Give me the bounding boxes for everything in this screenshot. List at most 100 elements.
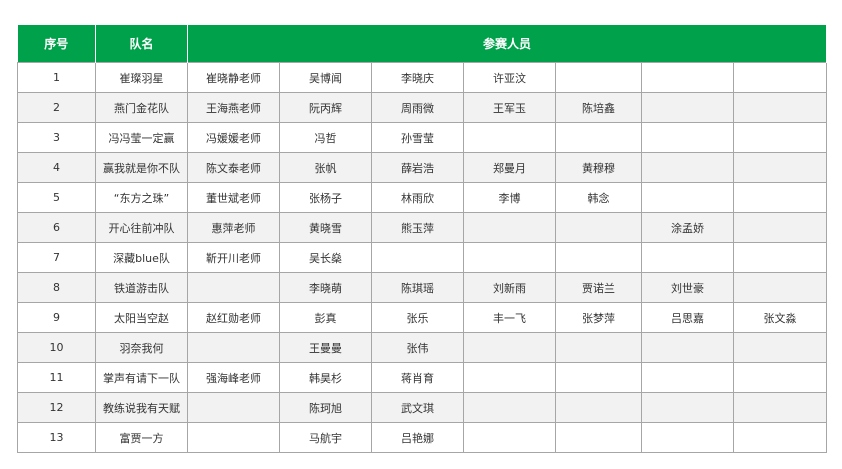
seq-cell: 9	[17, 302, 96, 333]
member-cell: 张伟	[371, 332, 464, 363]
member-cell	[732, 272, 828, 303]
member-cell: 李晓庆	[371, 62, 464, 93]
member-cell	[555, 62, 642, 93]
member-cell	[187, 272, 280, 303]
table-row: 3 冯冯莹一定赢 冯媛媛老师 冯哲 孙雪莹	[17, 122, 828, 153]
member-cell	[187, 422, 280, 453]
member-cell	[371, 242, 464, 273]
seq-cell: 3	[17, 122, 96, 153]
member-cell: 薛岩浩	[371, 152, 464, 183]
member-cell	[641, 242, 734, 273]
member-cell: 吴博闻	[279, 62, 372, 93]
member-cell	[187, 392, 280, 423]
team-cell: 崔璨羽星	[95, 62, 188, 93]
member-cell: 熊玉萍	[371, 212, 464, 243]
member-cell: 蒋肖育	[371, 362, 464, 393]
table-row: 5 “东方之珠” 董世斌老师 张杨子 林雨欣 李博 韩念	[17, 182, 828, 213]
member-cell	[463, 122, 556, 153]
member-cell	[463, 422, 556, 453]
table-row: 13 富贾一方 马航宇 吕艳娜	[17, 422, 828, 453]
member-cell: 黄晓雪	[279, 212, 372, 243]
header-members: 参赛人员	[186, 25, 828, 63]
member-cell	[641, 122, 734, 153]
table-row: 1 崔璨羽星 崔晓静老师 吴博闻 李晓庆 许亚汶	[17, 62, 828, 93]
member-cell: 马航宇	[279, 422, 372, 453]
member-cell	[555, 422, 642, 453]
table-row: 8 铁道游击队 李晓萌 陈琪瑶 刘新雨 贾诺兰 刘世豪	[17, 272, 828, 303]
member-cell: 丰一飞	[463, 302, 556, 333]
table-row: 2 燕门金花队 王海燕老师 阮丙辉 周雨微 王军玉 陈培鑫	[17, 92, 828, 123]
member-cell	[641, 152, 734, 183]
seq-cell: 6	[17, 212, 96, 243]
seq-cell: 10	[17, 332, 96, 363]
seq-cell: 13	[17, 422, 96, 453]
seq-cell: 12	[17, 392, 96, 423]
member-cell	[732, 242, 828, 273]
member-cell: 涂孟娇	[641, 212, 734, 243]
member-cell: 黄穆穆	[555, 152, 642, 183]
member-cell: 彭真	[279, 302, 372, 333]
member-cell: 李晓萌	[279, 272, 372, 303]
member-cell: 张文淼	[732, 302, 828, 333]
table-row: 7 深藏blue队 靳开川老师 吴长燊	[17, 242, 828, 273]
member-cell: 靳开川老师	[187, 242, 280, 273]
seq-cell: 1	[17, 62, 96, 93]
member-cell	[641, 182, 734, 213]
team-cell: 深藏blue队	[95, 242, 188, 273]
member-cell	[641, 422, 734, 453]
member-cell	[463, 212, 556, 243]
team-cell: 开心往前冲队	[95, 212, 188, 243]
member-cell	[732, 422, 828, 453]
seq-cell: 7	[17, 242, 96, 273]
member-cell	[463, 362, 556, 393]
member-cell	[463, 392, 556, 423]
member-cell	[463, 332, 556, 363]
member-cell: 周雨微	[371, 92, 464, 123]
table-row: 6 开心往前冲队 惠萍老师 黄晓雪 熊玉萍 涂孟娇	[17, 212, 828, 243]
member-cell: 郑曼月	[463, 152, 556, 183]
member-cell: 吕艳娜	[371, 422, 464, 453]
member-cell: 陈琪瑶	[371, 272, 464, 303]
member-cell: 冯媛媛老师	[187, 122, 280, 153]
member-cell: 张杨子	[279, 182, 372, 213]
member-cell	[641, 62, 734, 93]
member-cell: 李博	[463, 182, 556, 213]
member-cell: 张帆	[279, 152, 372, 183]
member-cell: 武文琪	[371, 392, 464, 423]
member-cell: 吕思嘉	[641, 302, 734, 333]
team-cell: 掌声有请下一队	[95, 362, 188, 393]
header-team: 队名	[95, 25, 188, 63]
member-cell	[732, 182, 828, 213]
table-row: 11 掌声有请下一队 强海峰老师 韩昊杉 蒋肖育	[17, 362, 828, 393]
member-cell	[732, 332, 828, 363]
member-cell	[641, 362, 734, 393]
member-cell: 孙雪莹	[371, 122, 464, 153]
team-cell: “东方之珠”	[95, 182, 188, 213]
member-cell: 王曼曼	[279, 332, 372, 363]
member-cell: 王海燕老师	[187, 92, 280, 123]
member-cell: 陈文泰老师	[187, 152, 280, 183]
header-seq: 序号	[17, 25, 96, 63]
seq-cell: 8	[17, 272, 96, 303]
member-cell: 冯哲	[279, 122, 372, 153]
seq-cell: 2	[17, 92, 96, 123]
member-cell: 阮丙辉	[279, 92, 372, 123]
member-cell	[732, 92, 828, 123]
member-cell	[732, 152, 828, 183]
member-cell: 惠萍老师	[187, 212, 280, 243]
member-cell: 陈培鑫	[555, 92, 642, 123]
member-cell: 陈珂旭	[279, 392, 372, 423]
member-cell	[555, 362, 642, 393]
member-cell: 张梦萍	[555, 302, 642, 333]
member-cell: 崔晓静老师	[187, 62, 280, 93]
member-cell	[641, 392, 734, 423]
team-cell: 赢我就是你不队	[95, 152, 188, 183]
member-cell: 刘世豪	[641, 272, 734, 303]
member-cell	[463, 242, 556, 273]
member-cell	[732, 212, 828, 243]
team-roster-table: 序号 队名 参赛人员 1 崔璨羽星 崔晓静老师 吴博闻 李晓庆 许亚汶 2 燕门金花队 王海燕老…	[17, 25, 828, 453]
member-cell	[732, 122, 828, 153]
member-cell: 董世斌老师	[187, 182, 280, 213]
table-row: 9 太阳当空赵 赵红勋老师 彭真 张乐 丰一飞 张梦萍 吕思嘉 张文淼	[17, 302, 828, 333]
member-cell	[641, 332, 734, 363]
